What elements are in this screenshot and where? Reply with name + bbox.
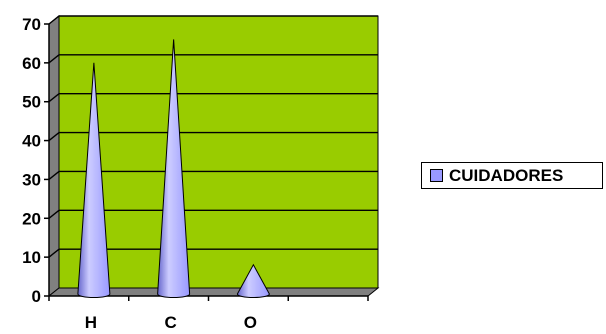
gridline (48, 54, 378, 64)
cone-body (77, 62, 111, 298)
gridline (48, 15, 378, 25)
y-tick-label: 60 (22, 54, 41, 73)
x-tick-label: H (85, 313, 97, 332)
gridline (48, 93, 378, 103)
legend-label: CUIDADORES (449, 165, 564, 185)
x-tick-label: C (164, 313, 176, 332)
cone-body (157, 39, 191, 298)
legend-swatch (430, 169, 443, 182)
bar-C (157, 39, 191, 298)
legend: CUIDADORES (421, 162, 603, 189)
gridline (48, 248, 378, 258)
y-tick-label: 50 (22, 93, 41, 112)
back-wall (58, 15, 379, 289)
gridline (48, 170, 378, 180)
y-tick-label: 30 (22, 170, 41, 189)
y-tick-label: 20 (22, 209, 41, 228)
y-tick-label: 10 (22, 248, 41, 267)
gridlines (48, 15, 378, 258)
gridline (48, 209, 378, 219)
bar-H (77, 62, 111, 298)
gridline (48, 131, 378, 142)
y-tick-label: 0 (32, 287, 41, 306)
plot-walls (47, 14, 380, 298)
cone-body (236, 263, 270, 298)
y-tick-label: 70 (22, 15, 41, 34)
bars (77, 39, 270, 298)
y-axis-ticks: 0 10 20 30 40 50 60 70 (22, 15, 49, 306)
x-tick-label: O (244, 313, 257, 332)
bar-O (236, 263, 270, 298)
y-tick-label: 40 (22, 132, 41, 151)
